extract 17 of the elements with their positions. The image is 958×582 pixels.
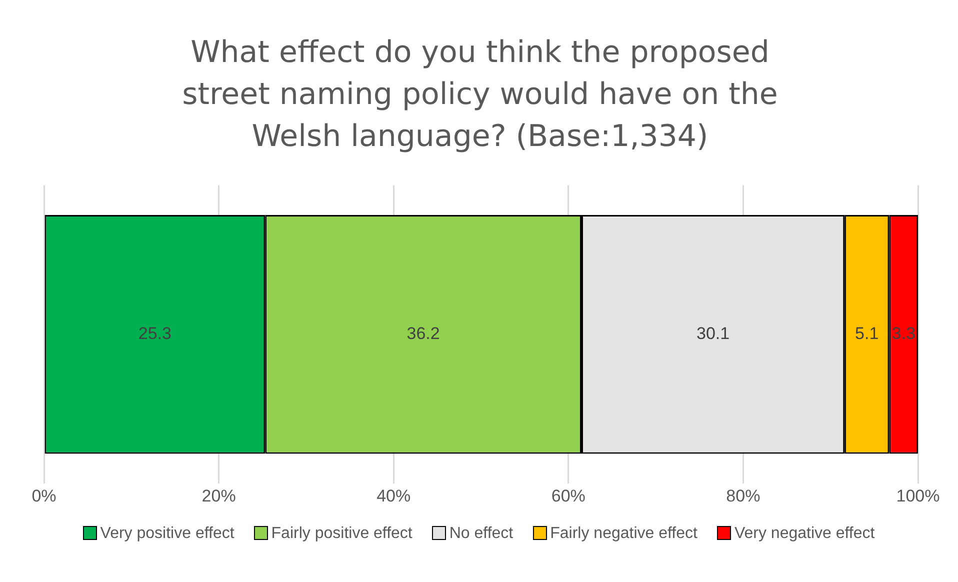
legend-label: Fairly negative effect <box>550 525 698 542</box>
x-tick-label: 100% <box>896 486 940 506</box>
legend-label: Very positive effect <box>100 525 234 542</box>
data-label: 5.1 <box>855 324 879 344</box>
data-label: 3.3 <box>892 324 916 344</box>
data-label: 25.3 <box>138 324 172 344</box>
data-label: 30.1 <box>696 324 730 344</box>
legend-label: Very negative effect <box>734 525 875 542</box>
legend-label: Fairly positive effect <box>271 525 412 542</box>
legend-label: No effect <box>449 525 514 542</box>
data-label: 36.2 <box>406 324 440 344</box>
x-tick-label: 60% <box>551 486 586 506</box>
chart-title: What effect do you think the proposed street naming policy would have on the Welsh language? (Base:1,334) <box>181 34 779 156</box>
x-tick-label: 20% <box>202 486 236 506</box>
x-tick-label: 0% <box>32 486 56 506</box>
x-tick-label: 40% <box>376 486 411 506</box>
x-tick-label: 80% <box>726 486 760 506</box>
